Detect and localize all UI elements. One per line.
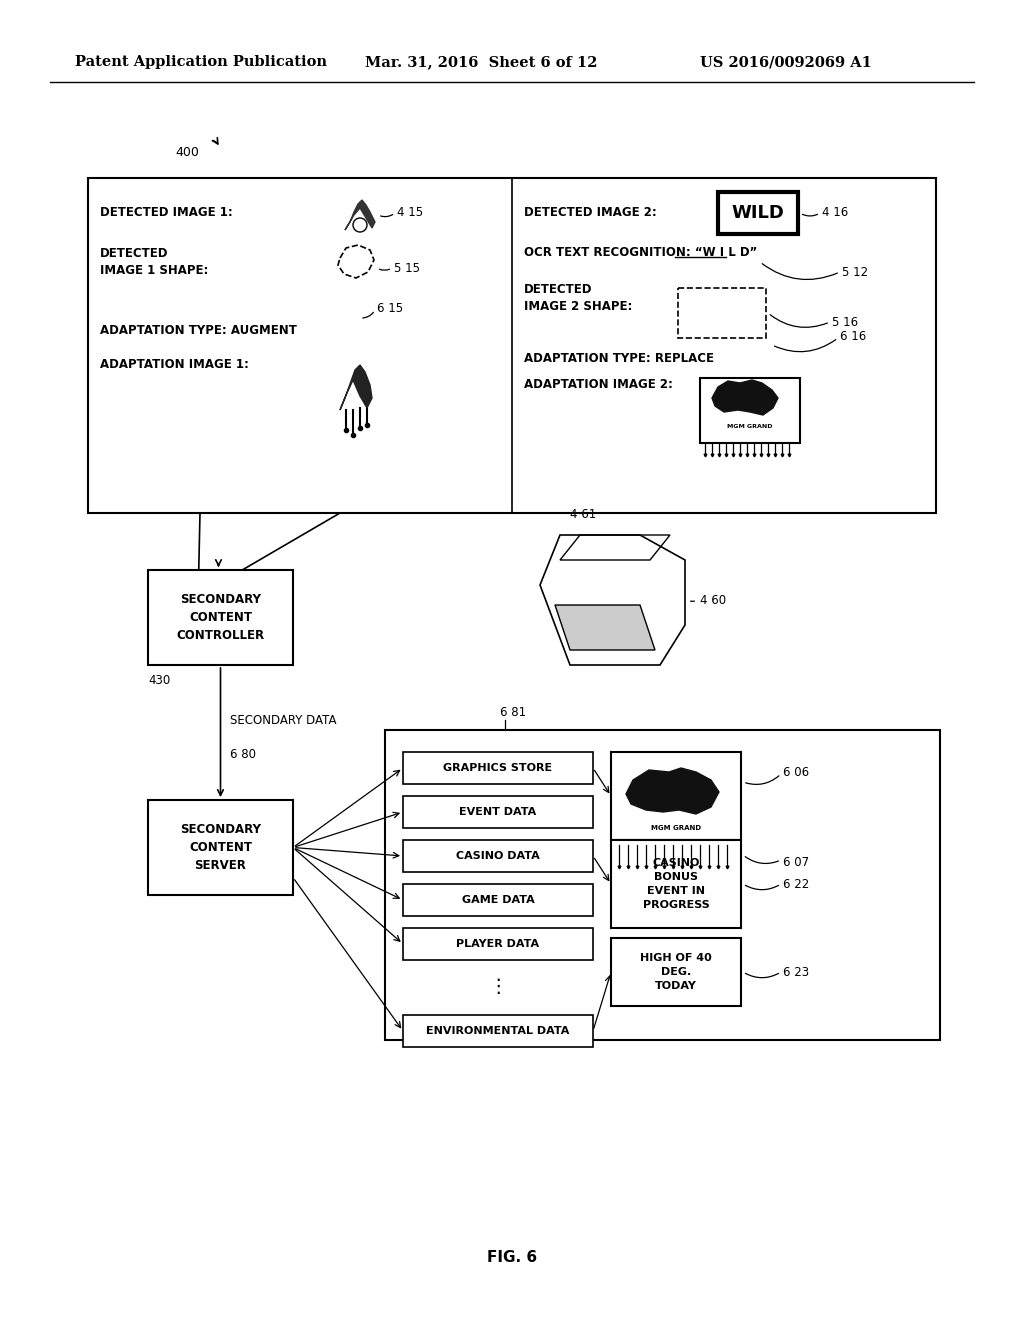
Text: 430: 430: [148, 675, 170, 688]
Bar: [718, 191, 798, 234]
Text: US 2016/0092069 A1: US 2016/0092069 A1: [700, 55, 871, 69]
Bar: [403, 796, 593, 828]
Bar: [611, 939, 741, 1006]
Text: 5 12: 5 12: [842, 265, 868, 279]
Text: 6 16: 6 16: [840, 330, 866, 342]
Text: 5 15: 5 15: [394, 261, 420, 275]
Text: MGM GRAND: MGM GRAND: [727, 425, 773, 429]
Bar: [385, 730, 940, 1040]
Text: 4 16: 4 16: [822, 206, 848, 219]
Bar: [403, 928, 593, 960]
Polygon shape: [626, 768, 719, 814]
Text: ADAPTATION TYPE: REPLACE: ADAPTATION TYPE: REPLACE: [524, 351, 714, 364]
Text: Patent Application Publication: Patent Application Publication: [75, 55, 327, 69]
Bar: [700, 378, 800, 444]
Text: WILD: WILD: [731, 205, 784, 222]
Text: 6 80: 6 80: [230, 748, 256, 762]
Bar: [403, 840, 593, 873]
Text: CASINO
BONUS
EVENT IN
PROGRESS: CASINO BONUS EVENT IN PROGRESS: [643, 858, 710, 909]
Text: 5 16: 5 16: [831, 315, 858, 329]
Bar: [88, 178, 936, 513]
Bar: [148, 800, 293, 895]
Text: DETECTED IMAGE 2:: DETECTED IMAGE 2:: [524, 206, 656, 219]
Text: ADAPTATION IMAGE 2:: ADAPTATION IMAGE 2:: [524, 379, 673, 392]
Text: 6 81: 6 81: [500, 705, 526, 718]
Bar: [403, 884, 593, 916]
Text: 6 06: 6 06: [783, 766, 809, 779]
Text: HIGH OF 40
DEG.
TODAY: HIGH OF 40 DEG. TODAY: [640, 953, 712, 991]
Polygon shape: [555, 605, 655, 649]
Text: MGM GRAND: MGM GRAND: [651, 825, 701, 832]
Bar: [403, 1015, 593, 1047]
Text: ⋮: ⋮: [488, 978, 508, 997]
Text: ADAPTATION TYPE: AUGMENT: ADAPTATION TYPE: AUGMENT: [100, 323, 297, 337]
Polygon shape: [345, 201, 375, 230]
Bar: [403, 752, 593, 784]
Bar: [148, 570, 293, 665]
Text: EVENT DATA: EVENT DATA: [460, 807, 537, 817]
Text: 6 15: 6 15: [377, 301, 403, 314]
Polygon shape: [712, 380, 778, 414]
Text: 6 22: 6 22: [783, 878, 809, 891]
Text: OCR TEXT RECOGNITION: “W I L D”: OCR TEXT RECOGNITION: “W I L D”: [524, 246, 758, 259]
Text: 6 07: 6 07: [783, 855, 809, 869]
Text: 4 61: 4 61: [570, 508, 596, 521]
Text: 4 60: 4 60: [700, 594, 726, 606]
Text: DETECTED
IMAGE 1 SHAPE:: DETECTED IMAGE 1 SHAPE:: [100, 247, 208, 277]
Text: Mar. 31, 2016  Sheet 6 of 12: Mar. 31, 2016 Sheet 6 of 12: [365, 55, 597, 69]
Text: 4 15: 4 15: [397, 206, 423, 219]
Text: DETECTED IMAGE 1:: DETECTED IMAGE 1:: [100, 206, 232, 219]
Bar: [678, 288, 766, 338]
Text: 6 23: 6 23: [783, 965, 809, 978]
Polygon shape: [340, 366, 372, 411]
Text: ADAPTATION IMAGE 1:: ADAPTATION IMAGE 1:: [100, 359, 249, 371]
Text: DETECTED
IMAGE 2 SHAPE:: DETECTED IMAGE 2 SHAPE:: [524, 282, 633, 313]
Bar: [611, 840, 741, 928]
Text: SECONDARY DATA: SECONDARY DATA: [230, 714, 337, 726]
Text: SECONDARY
CONTENT
CONTROLLER: SECONDARY CONTENT CONTROLLER: [176, 593, 264, 642]
Text: ENVIRONMENTAL DATA: ENVIRONMENTAL DATA: [426, 1026, 569, 1036]
Bar: [611, 752, 741, 840]
Text: GRAPHICS STORE: GRAPHICS STORE: [443, 763, 553, 774]
Text: PLAYER DATA: PLAYER DATA: [457, 939, 540, 949]
Text: FIG. 6: FIG. 6: [487, 1250, 537, 1266]
Text: GAME DATA: GAME DATA: [462, 895, 535, 906]
Text: SECONDARY
CONTENT
SERVER: SECONDARY CONTENT SERVER: [180, 822, 261, 873]
Text: CASINO DATA: CASINO DATA: [456, 851, 540, 861]
Text: 400: 400: [175, 145, 199, 158]
